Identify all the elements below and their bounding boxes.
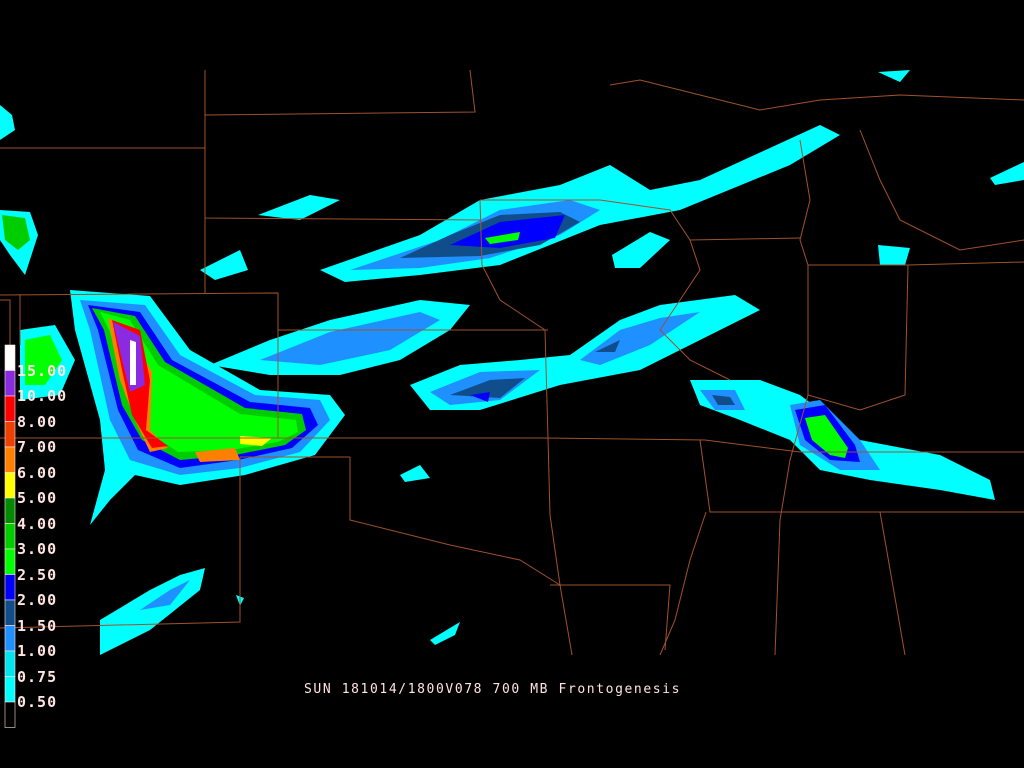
legend-label: 3.00: [17, 540, 58, 558]
contour-fill: [990, 162, 1024, 185]
contour-fill: [195, 448, 240, 462]
state-border: [907, 261, 1024, 266]
legend-label: 15.00: [17, 361, 68, 380]
legend-label: 2.00: [17, 591, 58, 609]
contour-fill: [430, 622, 460, 645]
legend-color-box: [4, 370, 16, 397]
legend-color-box: [4, 472, 16, 499]
state-border: [799, 139, 811, 266]
state-border: [609, 79, 1024, 111]
contour-fill: [130, 340, 136, 385]
contour-fill: [260, 312, 440, 365]
state-border: [0, 299, 11, 345]
contour-fill: [805, 415, 848, 458]
legend-label: 0.50: [17, 693, 58, 711]
contour-fill: [258, 195, 340, 220]
legend-color-box: [4, 701, 16, 728]
legend-color-box: [4, 446, 16, 473]
contour-fill: [712, 395, 735, 405]
legend-label: 7.00: [17, 438, 58, 456]
legend-label: 10.00: [17, 387, 68, 405]
legend-color-box: [4, 676, 16, 703]
legend-color-box: [4, 344, 16, 371]
contour-fill: [200, 250, 248, 280]
legend-color-box: [4, 599, 16, 626]
legend-color-box: [4, 650, 16, 677]
contour-fill: [450, 215, 565, 248]
legend-color-box: [4, 497, 16, 524]
legend-label: 4.00: [17, 514, 58, 533]
contour-fill: [612, 232, 670, 268]
contour-fill: [113, 322, 145, 392]
legend-color-box: [4, 574, 16, 601]
contour-fill: [485, 232, 520, 244]
legend-label: 2.50: [17, 565, 58, 584]
state-border: [689, 237, 801, 241]
state-border: [479, 199, 573, 656]
legend-color-box: [4, 548, 16, 575]
state-border: [859, 129, 1024, 251]
state-border: [550, 584, 671, 651]
contour-fill: [595, 340, 620, 352]
contour-fill: [470, 392, 490, 402]
legend-label: 0.75: [17, 667, 58, 686]
state-border: [699, 439, 1024, 513]
legend-label: 5.00: [17, 489, 58, 507]
legend-label: 1.50: [17, 616, 58, 635]
state-border: [544, 437, 1024, 453]
state-border: [204, 69, 476, 116]
contour-fill: [2, 215, 30, 250]
legend-label: 1.00: [17, 642, 58, 660]
state-border: [879, 511, 906, 656]
contour-fill: [400, 465, 430, 482]
legend-color-box: [4, 625, 16, 652]
contour-fill: [0, 105, 15, 140]
state-border: [0, 292, 545, 439]
state-border: [774, 394, 809, 656]
state-border: [659, 511, 707, 656]
contour-fill: [450, 378, 525, 398]
state-border: [349, 457, 561, 586]
legend-label: 6.00: [17, 463, 58, 482]
contour-fill: [100, 568, 205, 655]
legend-color-box: [4, 395, 16, 422]
legend-color-box: [4, 523, 16, 550]
legend-label: 8.00: [17, 412, 58, 431]
state-border: [480, 199, 731, 381]
state-border: [204, 115, 481, 221]
contour-fill: [878, 245, 910, 265]
contour-fill: [878, 70, 910, 82]
map-title: SUN 181014/1800V078 700 MB Frontogenesis: [304, 682, 682, 697]
state-border: [807, 264, 909, 411]
contour-fill: [25, 335, 62, 385]
state-border: [0, 457, 241, 629]
contour-fill: [140, 580, 190, 610]
legend-color-box: [4, 421, 16, 448]
